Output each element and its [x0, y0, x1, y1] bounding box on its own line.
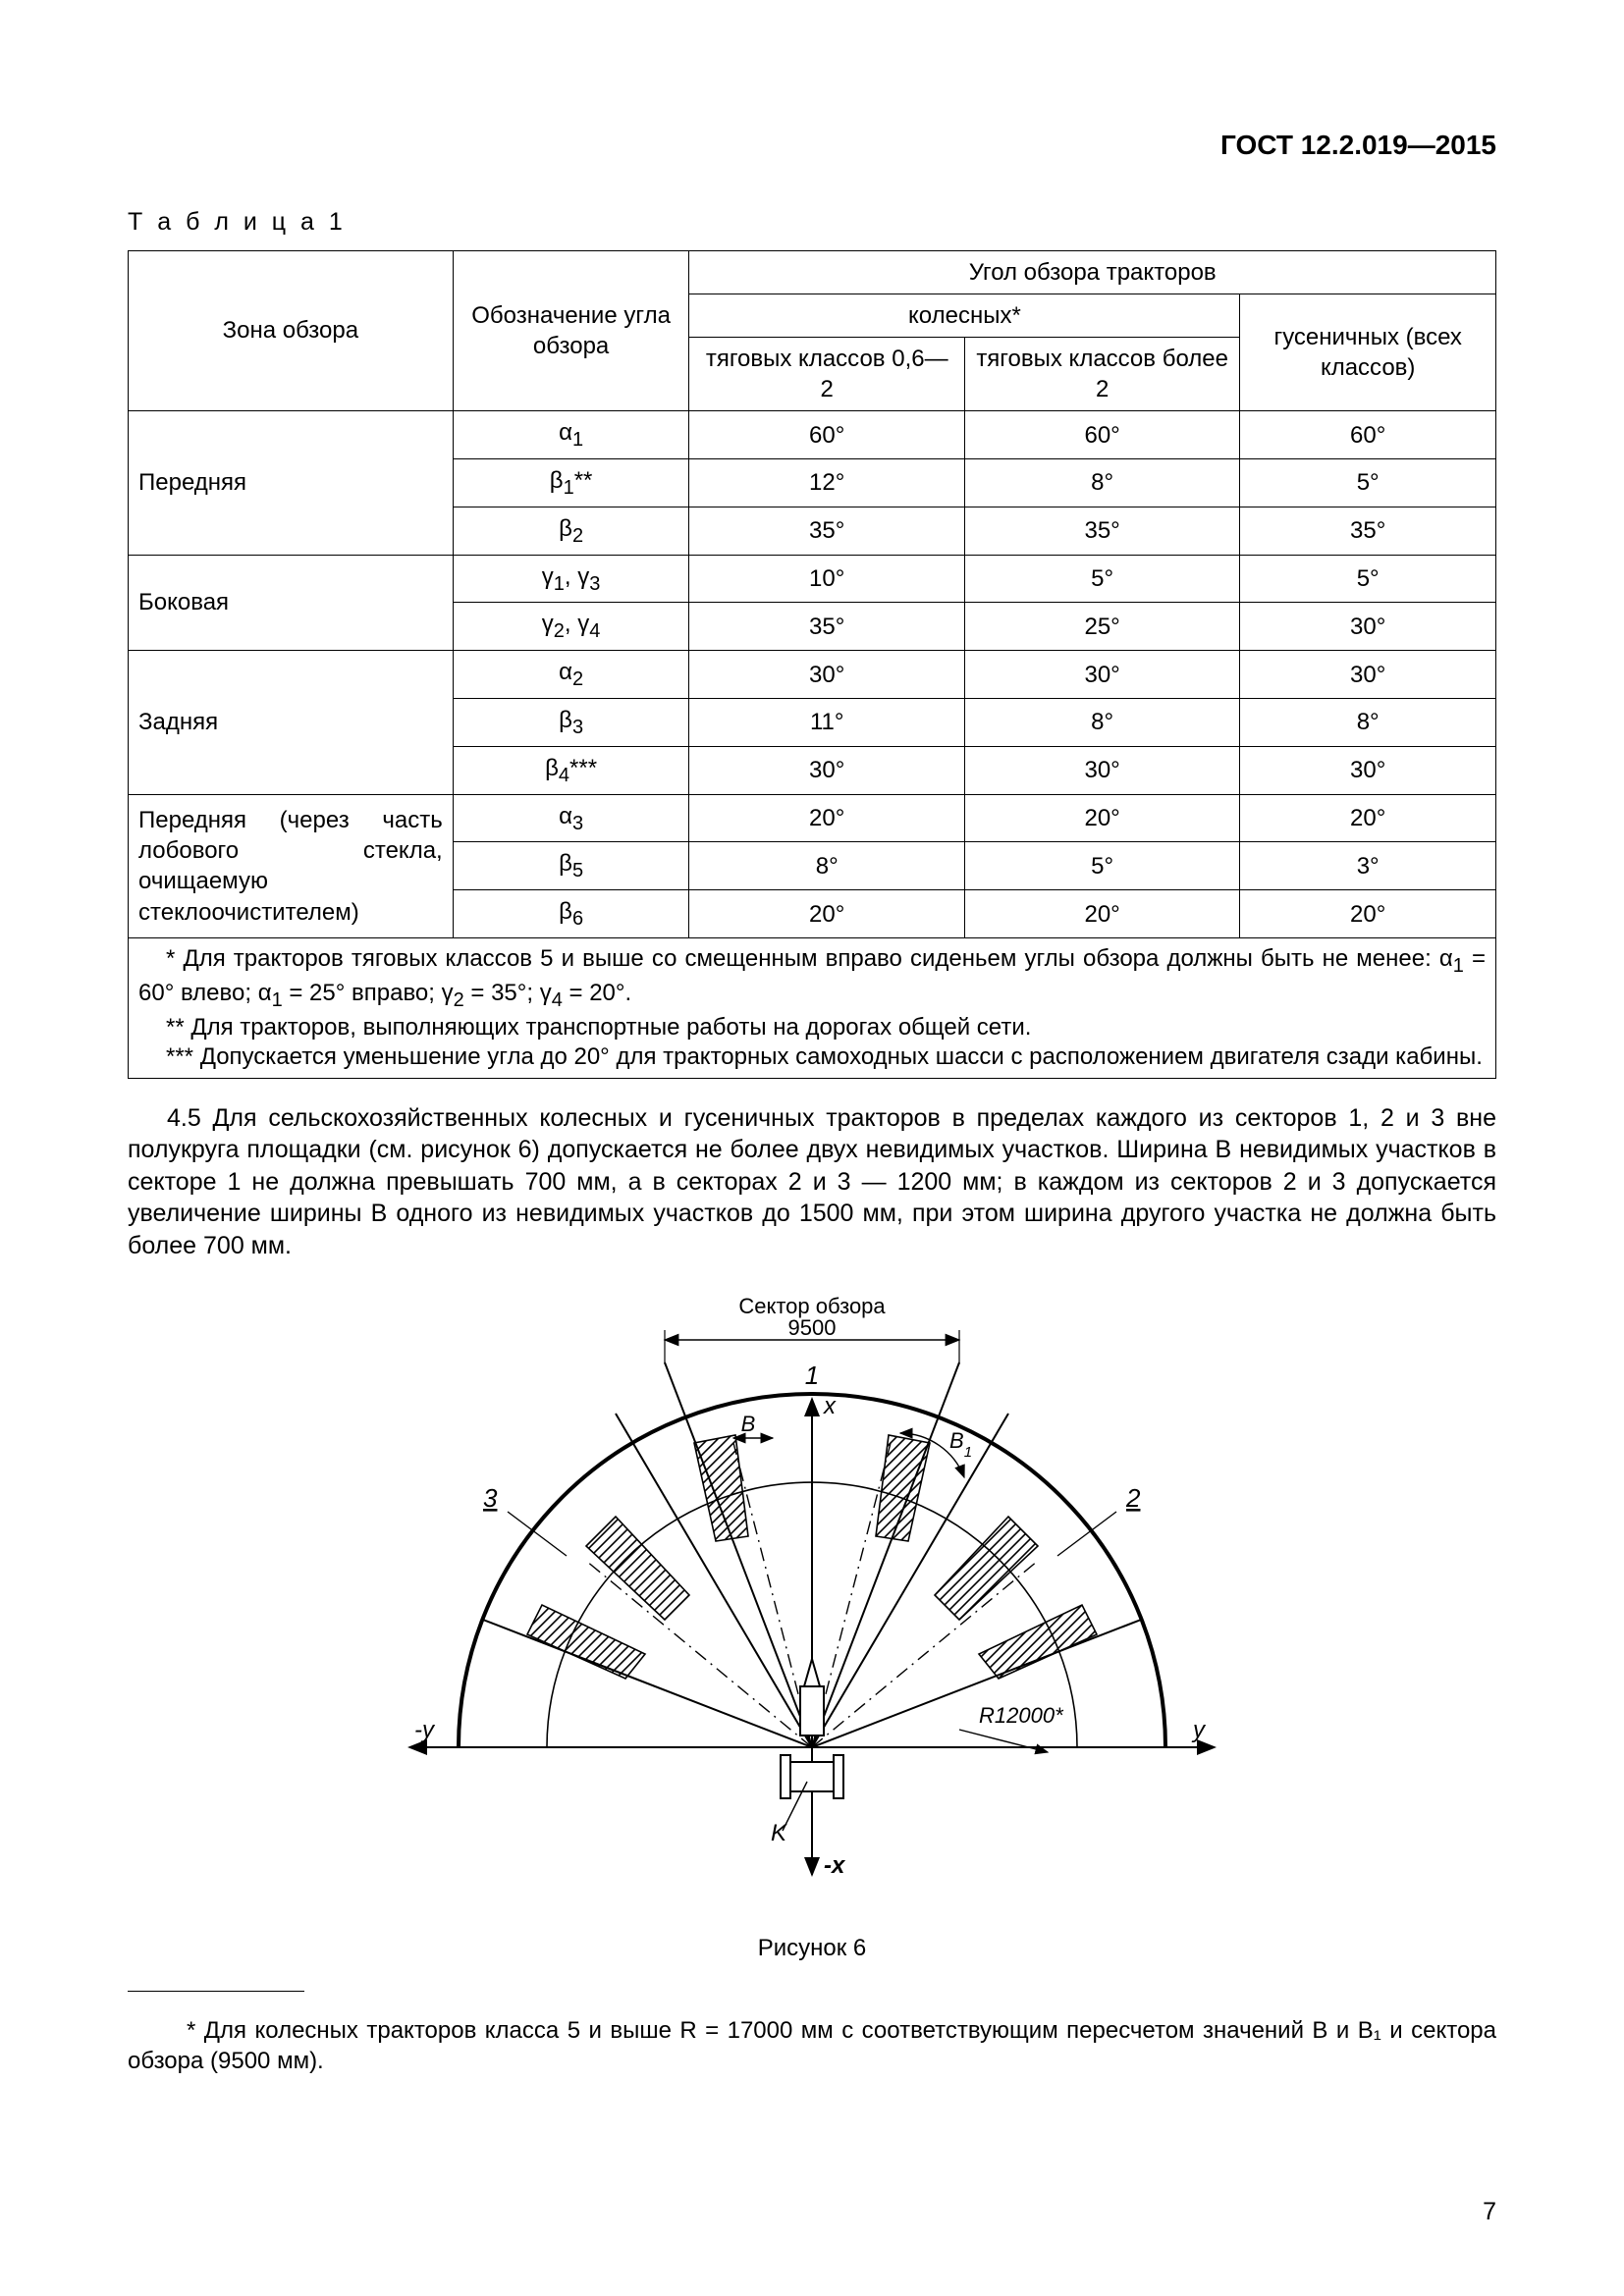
value-cell: 8° — [1240, 699, 1496, 747]
col-wheeled: колесных* — [689, 294, 1240, 337]
doc-code: ГОСТ 12.2.019—2015 — [1220, 128, 1496, 163]
note1-pre: * Для тракторов тяговых классов 5 и выше… — [166, 945, 1439, 972]
axis-pos-y: y — [1191, 1717, 1207, 1743]
value-cell: 8° — [964, 699, 1239, 747]
value-cell: 20° — [689, 890, 964, 938]
value-cell: 20° — [689, 794, 964, 842]
axis-neg-y: -y — [414, 1717, 436, 1743]
symbol-cell: β4*** — [453, 746, 689, 794]
value-cell: 10° — [689, 555, 964, 603]
zone-cell: Задняя — [129, 651, 454, 794]
value-cell: 20° — [1240, 890, 1496, 938]
value-cell: 5° — [1240, 459, 1496, 507]
value-cell: 3° — [1240, 842, 1496, 890]
zone-cell: Передняя — [129, 411, 454, 555]
value-cell: 20° — [1240, 794, 1496, 842]
symbol-cell: α3 — [453, 794, 689, 842]
symbol-cell: α2 — [453, 651, 689, 699]
table-notes: * Для тракторов тяговых классов 5 и выше… — [129, 938, 1496, 1079]
value-cell: 20° — [964, 890, 1239, 938]
table-row: Задняяα230°30°30° — [129, 651, 1496, 699]
value-cell: 35° — [689, 603, 964, 651]
label-K: K — [771, 1820, 787, 1846]
col-zone: Зона обзора — [129, 250, 454, 411]
symbol-cell: β1** — [453, 459, 689, 507]
zone-cell: Передняя (через часть лобового стекла, о… — [129, 794, 454, 937]
zone-cell: Боковая — [129, 555, 454, 651]
value-cell: 30° — [964, 651, 1239, 699]
col-group: Угол обзора тракторов — [689, 250, 1496, 294]
symbol-cell: β5 — [453, 842, 689, 890]
value-cell: 8° — [964, 459, 1239, 507]
note1-g2: γ2 = 35°; — [442, 980, 540, 1006]
value-cell: 30° — [1240, 651, 1496, 699]
value-cell: 12° — [689, 459, 964, 507]
sector-3-label: 3 — [483, 1483, 498, 1513]
svg-text:B1: B1 — [949, 1428, 972, 1461]
value-cell: 35° — [689, 507, 964, 555]
value-cell: 8° — [689, 842, 964, 890]
footnote-rule — [128, 1991, 304, 1992]
symbol-cell: γ2, γ4 — [453, 603, 689, 651]
table-row: Передняя (через часть лобового стекла, о… — [129, 794, 1496, 842]
para-4-5: 4.5 Для сельскохозяйственных колесных и … — [128, 1102, 1496, 1262]
value-cell: 30° — [689, 746, 964, 794]
figure-caption: Рисунок 6 — [128, 1933, 1496, 1963]
page-number: 7 — [1483, 2196, 1496, 2228]
table-row: Боковаяγ1, γ310°5°5° — [129, 555, 1496, 603]
value-cell: 11° — [689, 699, 964, 747]
table-caption: Т а б л и ц а 1 — [128, 206, 1496, 239]
dim-top: 9500 — [788, 1315, 837, 1340]
sector-1-label: 1 — [805, 1361, 819, 1390]
symbol-cell: β3 — [453, 699, 689, 747]
value-cell: 60° — [689, 411, 964, 459]
value-cell: 5° — [1240, 555, 1496, 603]
col-wheeled-low: тяговых классов 0,6—2 — [689, 337, 964, 410]
footnote: * Для колесных тракторов класса 5 и выше… — [128, 2015, 1496, 2076]
sector-2-label: 2 — [1125, 1483, 1141, 1513]
value-cell: 30° — [1240, 746, 1496, 794]
note3: *** Допускается уменьшение угла до 20° д… — [138, 1042, 1486, 1072]
value-cell: 60° — [1240, 411, 1496, 459]
axis-pos-x: x — [823, 1393, 837, 1419]
label-B: B — [741, 1412, 756, 1436]
col-symbol: Обозначение угла обзора — [453, 250, 689, 411]
figure-6: Сектор обзора 9500 -y y — [128, 1286, 1496, 1963]
value-cell: 35° — [1240, 507, 1496, 555]
value-cell: 30° — [1240, 603, 1496, 651]
note1-g4: γ4 = 20°. — [540, 980, 631, 1006]
table-row: Передняяα160°60°60° — [129, 411, 1496, 459]
col-tracked: гусеничных (всех классов) — [1240, 294, 1496, 411]
symbol-cell: β2 — [453, 507, 689, 555]
symbol-cell: γ1, γ3 — [453, 555, 689, 603]
label-radius: R12000* — [979, 1703, 1064, 1728]
value-cell: 30° — [689, 651, 964, 699]
value-cell: 60° — [964, 411, 1239, 459]
value-cell: 25° — [964, 603, 1239, 651]
value-cell: 5° — [964, 555, 1239, 603]
value-cell: 20° — [964, 794, 1239, 842]
angle-table: Зона обзора Обозначение угла обзора Угол… — [128, 250, 1496, 1079]
value-cell: 5° — [964, 842, 1239, 890]
value-cell: 30° — [964, 746, 1239, 794]
symbol-cell: β6 — [453, 890, 689, 938]
value-cell: 35° — [964, 507, 1239, 555]
symbol-cell: α1 — [453, 411, 689, 459]
note1-a1r: α1 = 25° вправо; — [258, 980, 442, 1006]
note2: ** Для тракторов, выполняющих транспортн… — [138, 1013, 1486, 1042]
axis-neg-x: -x — [824, 1852, 846, 1879]
col-wheeled-high: тяговых классов более 2 — [964, 337, 1239, 410]
